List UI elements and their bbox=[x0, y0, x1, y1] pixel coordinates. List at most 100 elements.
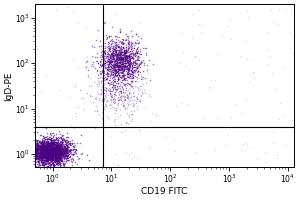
Point bbox=[54, 144, 59, 147]
Point bbox=[63, 155, 68, 158]
Point bbox=[113, 53, 118, 56]
Point bbox=[114, 44, 119, 47]
Point bbox=[48, 148, 53, 151]
Point bbox=[32, 154, 37, 158]
Point bbox=[61, 151, 66, 154]
Point bbox=[32, 152, 37, 155]
Point bbox=[117, 51, 122, 54]
Point bbox=[129, 82, 134, 85]
Point bbox=[55, 149, 59, 152]
Point bbox=[55, 141, 60, 144]
Point bbox=[109, 70, 114, 73]
Point bbox=[40, 148, 45, 152]
Point bbox=[47, 151, 52, 155]
Point bbox=[272, 21, 276, 24]
Point bbox=[113, 74, 118, 77]
Point bbox=[56, 146, 61, 149]
Point bbox=[136, 40, 141, 43]
Point bbox=[70, 163, 75, 167]
Point bbox=[65, 156, 70, 159]
Point bbox=[35, 142, 40, 145]
Point bbox=[115, 64, 119, 67]
Point bbox=[38, 157, 43, 160]
Point bbox=[38, 142, 43, 145]
Point bbox=[31, 163, 36, 166]
Point bbox=[121, 59, 126, 62]
Point bbox=[86, 85, 91, 88]
Point bbox=[122, 74, 127, 77]
Point bbox=[125, 68, 130, 71]
Point bbox=[42, 153, 46, 156]
Point bbox=[127, 66, 131, 70]
Point bbox=[44, 149, 49, 152]
Point bbox=[57, 159, 62, 163]
Point bbox=[114, 44, 119, 47]
Point bbox=[63, 139, 68, 143]
Point bbox=[51, 148, 56, 151]
Point bbox=[121, 60, 126, 63]
Point bbox=[46, 140, 50, 143]
Point bbox=[127, 61, 132, 64]
Point bbox=[111, 102, 116, 105]
Point bbox=[131, 61, 136, 64]
Point bbox=[122, 83, 127, 86]
Point bbox=[128, 52, 133, 56]
Point bbox=[49, 145, 54, 148]
Point bbox=[128, 53, 132, 56]
Point bbox=[50, 153, 54, 156]
Point bbox=[50, 145, 55, 148]
Point bbox=[43, 149, 48, 152]
Point bbox=[130, 94, 135, 97]
Point bbox=[104, 55, 109, 58]
Point bbox=[54, 143, 58, 146]
Point bbox=[122, 74, 126, 77]
Point bbox=[34, 151, 39, 154]
Point bbox=[59, 154, 64, 157]
Point bbox=[111, 44, 116, 47]
Point bbox=[103, 59, 107, 62]
Point bbox=[55, 153, 60, 156]
Point bbox=[50, 158, 54, 161]
Point bbox=[38, 154, 43, 157]
Point bbox=[46, 163, 51, 166]
Point bbox=[129, 113, 134, 116]
Point bbox=[44, 144, 49, 147]
Point bbox=[118, 69, 122, 72]
Point bbox=[45, 152, 50, 155]
Point bbox=[60, 152, 65, 155]
Point bbox=[41, 135, 46, 139]
Point bbox=[40, 152, 45, 155]
Point bbox=[97, 80, 101, 83]
Point bbox=[118, 63, 123, 66]
Point bbox=[51, 152, 56, 155]
Point bbox=[115, 86, 120, 89]
Point bbox=[198, 24, 203, 28]
Point bbox=[51, 145, 56, 148]
Point bbox=[98, 79, 103, 82]
Point bbox=[64, 147, 69, 150]
Point bbox=[48, 162, 53, 166]
Point bbox=[51, 149, 56, 152]
Point bbox=[54, 154, 59, 157]
Point bbox=[51, 149, 56, 153]
Point bbox=[118, 91, 123, 94]
Point bbox=[47, 148, 52, 151]
Point bbox=[102, 52, 107, 55]
Point bbox=[106, 67, 111, 70]
Point bbox=[60, 147, 64, 150]
Point bbox=[44, 147, 48, 151]
Point bbox=[56, 149, 60, 152]
Point bbox=[50, 148, 55, 151]
Point bbox=[54, 153, 58, 157]
Point bbox=[45, 144, 50, 147]
Point bbox=[124, 86, 128, 89]
Point bbox=[38, 151, 43, 154]
Point bbox=[30, 153, 35, 156]
Point bbox=[48, 150, 53, 153]
Point bbox=[114, 56, 119, 59]
Point bbox=[36, 150, 40, 153]
Point bbox=[40, 144, 45, 147]
Point bbox=[46, 144, 51, 147]
Point bbox=[54, 150, 59, 153]
Point bbox=[65, 155, 70, 158]
